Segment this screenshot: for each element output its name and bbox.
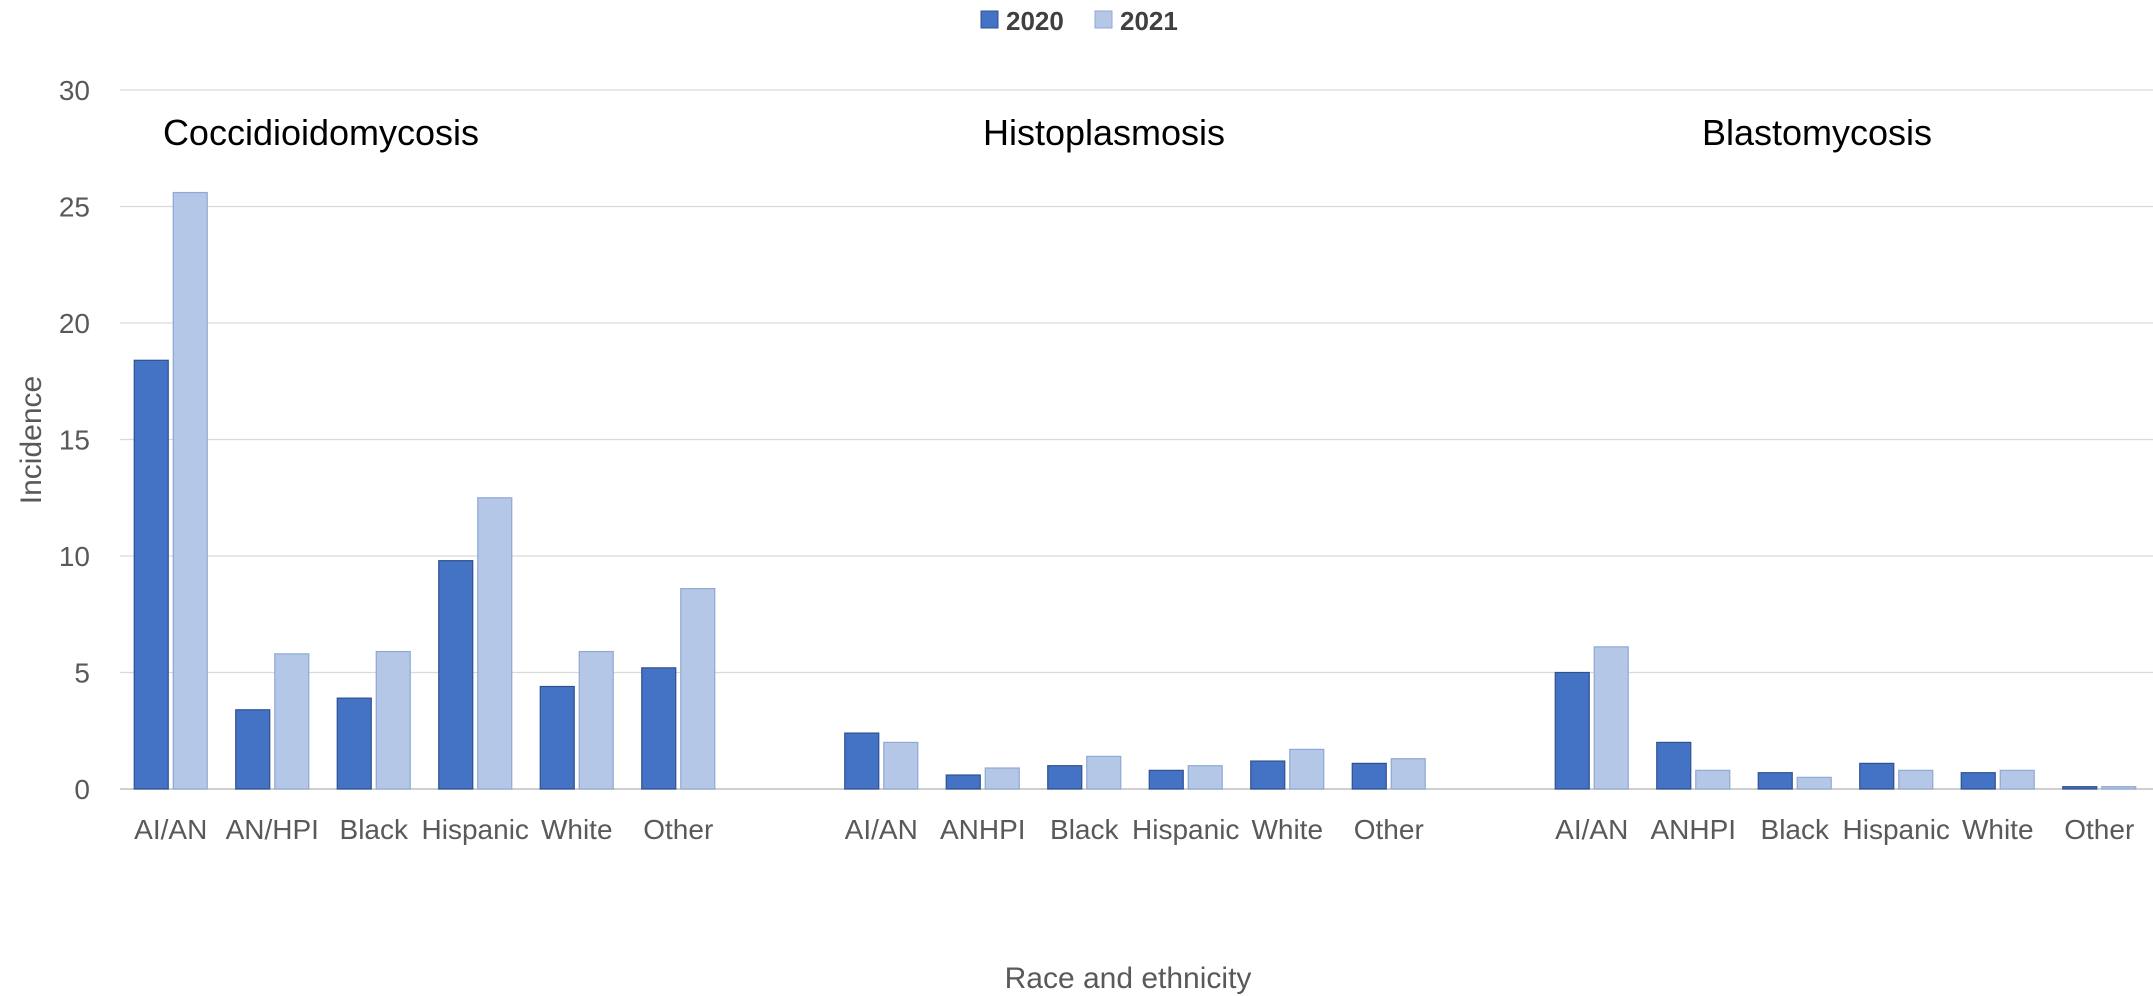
bar-coccidioidomycosis-other-2020 [641, 667, 677, 790]
bar-blastomycosis-aian-2021 [1593, 646, 1629, 790]
x-tick-label-histoplasmosis-hispanic: Hispanic [1132, 814, 1239, 845]
bar-coccidioidomycosis-aian-2021 [172, 191, 208, 790]
x-tick-label-blastomycosis-white: White [1962, 814, 2034, 845]
x-tick-label-coccidioidomycosis-other: Other [643, 814, 713, 845]
bar-histoplasmosis-white-2020 [1250, 760, 1286, 790]
bar-histoplasmosis-hispanic-2021 [1187, 765, 1223, 790]
bar-coccidioidomycosis-hispanic-2021 [477, 497, 513, 790]
y-axis-title: Incidence [15, 376, 48, 504]
bar-coccidioidomycosis-anhpi-2020 [235, 709, 271, 790]
legend-swatch-2021 [1094, 10, 1113, 29]
bar-blastomycosis-white-2021 [1999, 769, 2035, 790]
bar-coccidioidomycosis-hispanic-2020 [438, 560, 474, 790]
x-tick-label-blastomycosis-hispanic: Hispanic [1843, 814, 1950, 845]
bars [133, 191, 2137, 790]
bar-coccidioidomycosis-anhpi-2021 [274, 653, 310, 790]
x-tick-label-histoplasmosis-anhpi: ANHPI [940, 814, 1026, 845]
y-tick-label-15: 15 [59, 425, 90, 456]
bar-coccidioidomycosis-black-2020 [336, 697, 372, 790]
bar-histoplasmosis-aian-2021 [883, 741, 919, 790]
y-tick-label-20: 20 [59, 308, 90, 339]
bar-blastomycosis-other-2020 [2062, 786, 2098, 790]
panel-title-blastomycosis: Blastomycosis [1702, 112, 1932, 153]
bar-blastomycosis-hispanic-2020 [1859, 762, 1895, 790]
x-tick-label-histoplasmosis-other: Other [1354, 814, 1424, 845]
x-tick-label-blastomycosis-anhpi: ANHPI [1650, 814, 1736, 845]
bar-coccidioidomycosis-black-2021 [375, 650, 411, 790]
y-tick-label-5: 5 [74, 658, 90, 689]
labels: 0 5 10 15 20 25 30 AI/AN AN/HPI Black Hispanic Whit… [59, 75, 2134, 845]
bar-histoplasmosis-white-2021 [1289, 748, 1325, 790]
x-tick-label-coccidioidomycosis-black: Black [340, 814, 409, 845]
legend-label-2021: 2021 [1120, 6, 1178, 36]
bar-histoplasmosis-other-2020 [1351, 762, 1387, 790]
gridlines [120, 89, 2153, 790]
bar-blastomycosis-white-2020 [1960, 772, 1996, 790]
bar-coccidioidomycosis-white-2021 [578, 650, 614, 790]
bar-histoplasmosis-other-2021 [1390, 758, 1426, 790]
x-tick-label-coccidioidomycosis-white: White [541, 814, 613, 845]
y-tick-label-25: 25 [59, 192, 90, 223]
x-axis-title: Race and ethnicity [1005, 962, 1252, 995]
panel-title-coccidioidomycosis: Coccidioidomycosis [163, 112, 479, 153]
bar-coccidioidomycosis-white-2020 [539, 685, 575, 790]
bar-blastomycosis-hispanic-2021 [1898, 769, 1934, 790]
bar-histoplasmosis-aian-2020 [844, 732, 880, 790]
bar-histoplasmosis-anhpi-2021 [984, 767, 1020, 790]
x-tick-label-blastomycosis-aian: AI/AN [1555, 814, 1628, 845]
x-tick-label-blastomycosis-black: Black [1761, 814, 1830, 845]
legend-label-2020: 2020 [1006, 6, 1064, 36]
x-tick-label-coccidioidomycosis-anhpi: AN/HPI [226, 814, 319, 845]
bar-blastomycosis-black-2021 [1796, 776, 1832, 790]
y-tick-label-30: 30 [59, 75, 90, 106]
x-tick-label-blastomycosis-other: Other [2064, 814, 2134, 845]
bar-coccidioidomycosis-other-2021 [680, 588, 716, 790]
bar-blastomycosis-black-2020 [1757, 772, 1793, 790]
x-tick-label-coccidioidomycosis-hispanic: Hispanic [422, 814, 529, 845]
bar-histoplasmosis-black-2020 [1047, 765, 1083, 790]
bar-blastomycosis-aian-2020 [1554, 671, 1590, 790]
x-tick-label-histoplasmosis-aian: AI/AN [845, 814, 918, 845]
y-tick-label-0: 0 [74, 774, 90, 805]
y-tick-label-10: 10 [59, 541, 90, 572]
panel-title-histoplasmosis: Histoplasmosis [983, 112, 1225, 153]
bar-histoplasmosis-black-2021 [1086, 755, 1122, 790]
x-tick-label-histoplasmosis-white: White [1251, 814, 1323, 845]
bar-histoplasmosis-anhpi-2020 [945, 774, 981, 790]
bar-blastomycosis-other-2021 [2101, 786, 2137, 790]
x-tick-label-coccidioidomycosis-aian: AI/AN [134, 814, 207, 845]
x-tick-label-histoplasmosis-black: Black [1050, 814, 1119, 845]
bar-coccidioidomycosis-aian-2020 [133, 359, 169, 790]
legend-swatch-2020 [980, 10, 999, 29]
bar-blastomycosis-anhpi-2020 [1656, 741, 1692, 790]
bar-histoplasmosis-hispanic-2020 [1148, 769, 1184, 790]
bar-blastomycosis-anhpi-2021 [1695, 769, 1731, 790]
legend: 2020 2021 [980, 6, 1178, 36]
